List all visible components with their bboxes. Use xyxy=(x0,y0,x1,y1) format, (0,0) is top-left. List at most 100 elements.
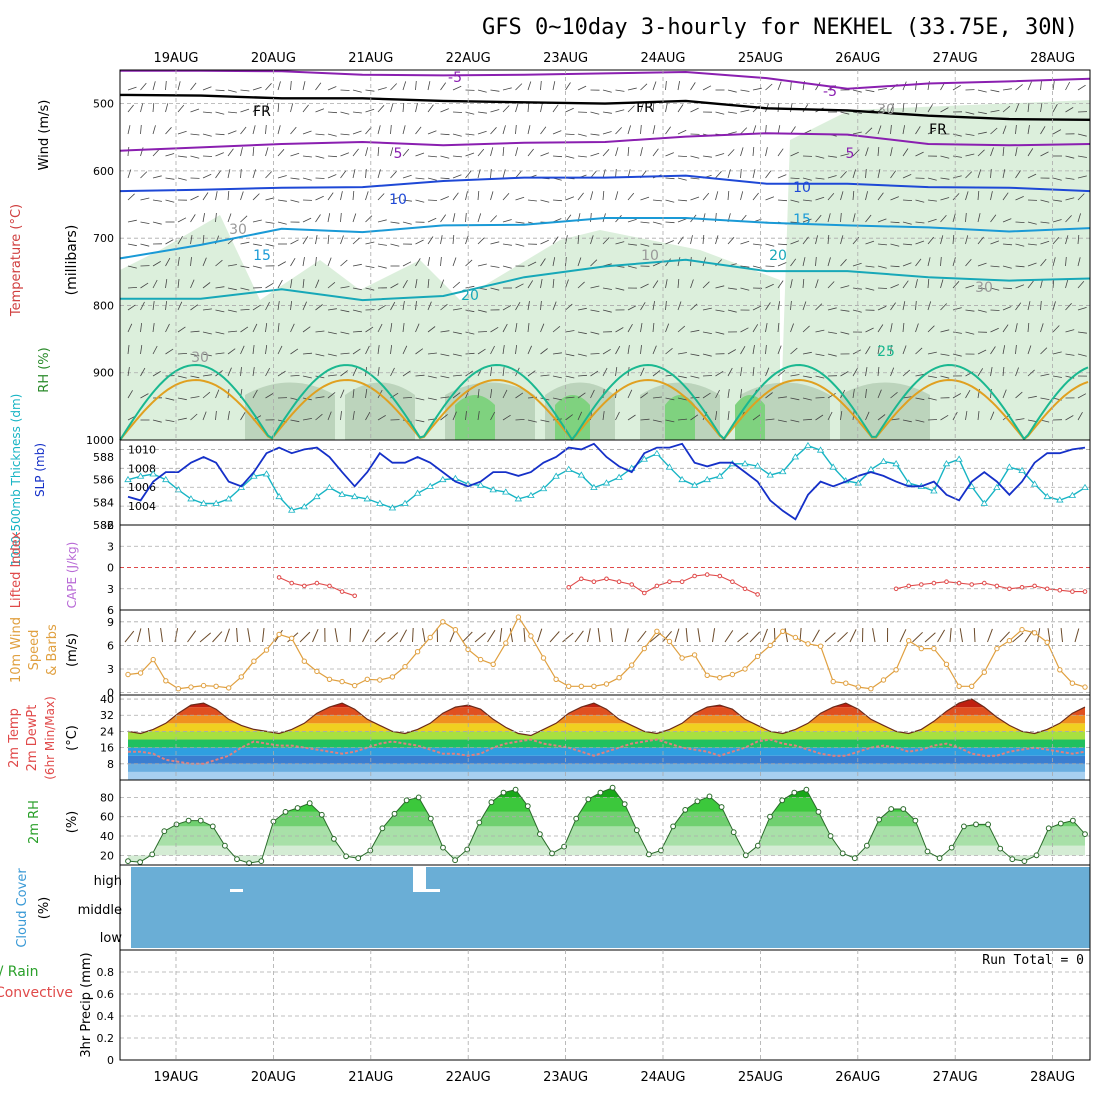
bottom-date-label: 28AUG xyxy=(1030,1070,1075,1085)
thickness-marker xyxy=(1056,496,1064,503)
upper-wind-barb xyxy=(452,411,457,421)
upper-wind-barb xyxy=(302,301,307,311)
thickness-marker xyxy=(816,446,825,453)
lifted-index-marker xyxy=(314,580,320,586)
y-tick-label: 600 xyxy=(93,165,114,178)
upper-wind-barb xyxy=(240,265,250,269)
precip-ylabel: 3hr Precip (mm) xyxy=(79,952,94,1057)
upper-wind-barb xyxy=(315,195,324,201)
upper-wind-barb xyxy=(777,301,781,311)
thickness-marker xyxy=(716,472,724,479)
upper-wind-barb xyxy=(765,302,771,311)
wind-speed-marker xyxy=(994,645,1000,652)
upper-wind-barb xyxy=(677,129,687,135)
upper-wind-barb xyxy=(715,111,725,115)
upper-wind-barb xyxy=(815,414,824,421)
upper-wind-barb xyxy=(977,190,980,201)
lifted-index-marker xyxy=(956,580,962,586)
upper-wind-barb xyxy=(815,177,825,180)
surface-wind-barb xyxy=(999,631,1010,643)
upper-wind-barb xyxy=(240,309,250,311)
contour-label: FR xyxy=(929,122,947,138)
upper-wind-barb xyxy=(552,352,562,355)
upper-wind-barb xyxy=(340,111,350,115)
upper-wind-barb xyxy=(177,417,187,421)
upper-wind-barb xyxy=(465,212,467,223)
upper-wind-barb xyxy=(515,283,524,289)
upper-wind-barb xyxy=(677,418,688,421)
wind-speed-marker xyxy=(767,642,773,649)
upper-wind-barb xyxy=(665,152,674,157)
temp-band xyxy=(128,739,1085,748)
upper-wind-barb xyxy=(377,219,387,223)
wind-speed-marker xyxy=(1069,680,1076,686)
wind-speed-marker xyxy=(163,678,169,684)
upper-wind-barb xyxy=(790,300,792,311)
thickness-marker xyxy=(565,465,573,472)
surface-wind-barb xyxy=(247,628,251,643)
upper-wind-barb xyxy=(302,236,309,245)
upper-wind-barb xyxy=(565,82,571,91)
surface-wind-barb xyxy=(899,629,907,643)
upper-wind-barb xyxy=(840,331,850,335)
lifted-index-marker xyxy=(982,580,987,586)
wind-speed-marker xyxy=(868,686,874,692)
thickness-marker xyxy=(502,488,510,495)
thickness-marker xyxy=(426,482,434,489)
upper-wind-barb xyxy=(365,345,370,355)
upper-wind-barb xyxy=(515,323,518,333)
wind-speed-marker xyxy=(553,676,559,682)
rh-marker xyxy=(912,817,919,824)
upper-wind-barb xyxy=(377,367,380,377)
wind-speed-marker xyxy=(956,683,962,689)
upper-wind-barb xyxy=(765,323,768,333)
upper-wind-barb xyxy=(427,130,437,135)
upper-wind-barb xyxy=(627,218,637,223)
upper-wind-barb xyxy=(527,199,537,202)
upper-wind-barb xyxy=(1065,107,1074,113)
upper-wind-barb xyxy=(565,155,575,159)
thickness-marker xyxy=(401,499,409,506)
upper-wind-barb xyxy=(602,348,611,355)
upper-wind-barb xyxy=(540,103,543,113)
upper-wind-barb xyxy=(540,239,549,245)
upper-wind-barb xyxy=(577,155,587,158)
upper-wind-barb xyxy=(890,367,895,377)
upper-wind-barb xyxy=(165,127,172,135)
rh-marker xyxy=(670,823,676,830)
upper-wind-barb xyxy=(640,367,645,377)
upper-wind-barb xyxy=(790,397,800,401)
upper-wind-barb xyxy=(565,375,575,379)
wind-speed-marker xyxy=(251,658,257,664)
upper-wind-barb xyxy=(465,411,467,421)
upper-wind-barb xyxy=(390,243,400,247)
surface-wind-barb xyxy=(1060,628,1063,643)
upper-wind-barb xyxy=(502,265,512,269)
upper-wind-barb xyxy=(265,301,270,311)
upper-wind-barb xyxy=(1040,397,1050,400)
y-tick-label: 3 xyxy=(107,663,114,676)
rh-marker xyxy=(621,801,628,807)
upper-wind-barb xyxy=(1065,353,1075,356)
upper-wind-barb xyxy=(315,279,320,289)
upper-wind-barb xyxy=(1040,373,1050,377)
lifted-index-marker xyxy=(1044,586,1050,592)
upper-wind-barb xyxy=(577,392,586,399)
upper-wind-barb xyxy=(540,258,546,267)
upper-wind-barb xyxy=(990,214,997,223)
upper-wind-barb xyxy=(252,146,255,157)
upper-wind-barb xyxy=(640,103,644,113)
upper-wind-barb xyxy=(540,152,550,157)
upper-wind-barb xyxy=(140,282,149,289)
wind-speed-marker xyxy=(1031,630,1038,636)
upper-wind-barb xyxy=(1052,278,1055,289)
upper-wind-barb xyxy=(777,243,788,246)
upper-wind-barb xyxy=(890,344,892,355)
upper-wind-barb xyxy=(852,169,856,179)
slp-tick-label: 1010 xyxy=(128,443,156,456)
upper-wind-barb xyxy=(740,168,742,179)
upper-wind-barb xyxy=(402,102,405,113)
upper-wind-barb xyxy=(390,103,394,113)
thickness-marker xyxy=(539,484,548,492)
upper-wind-barb xyxy=(127,104,134,113)
